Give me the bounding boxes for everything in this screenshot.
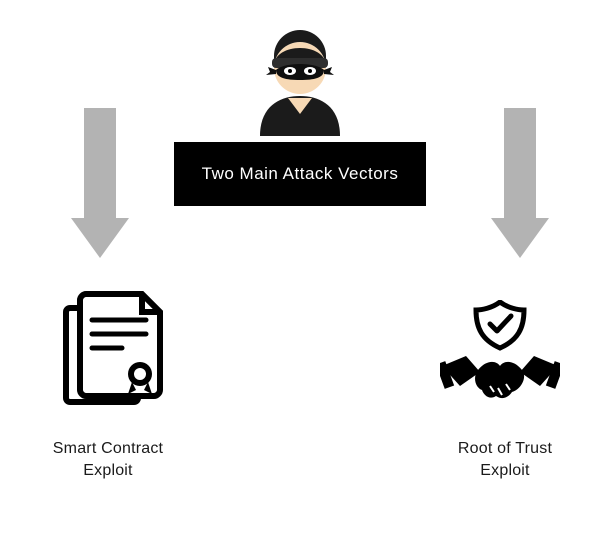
arrow-left-icon: [70, 108, 130, 268]
label-line: Exploit: [415, 460, 595, 482]
title-box: Two Main Attack Vectors: [174, 142, 426, 206]
label-smart-contract: Smart Contract Exploit: [18, 438, 198, 481]
label-line: Exploit: [18, 460, 198, 482]
arrow-right-icon: [490, 108, 550, 268]
burglar-icon: [240, 18, 360, 138]
title-text: Two Main Attack Vectors: [202, 164, 399, 184]
label-root-of-trust: Root of Trust Exploit: [415, 438, 595, 481]
trust-icon: [440, 300, 560, 410]
label-line: Smart Contract: [18, 438, 198, 460]
label-line: Root of Trust: [415, 438, 595, 460]
diagram-canvas: Two Main Attack Vectors: [0, 0, 600, 534]
contract-icon: [60, 290, 170, 410]
